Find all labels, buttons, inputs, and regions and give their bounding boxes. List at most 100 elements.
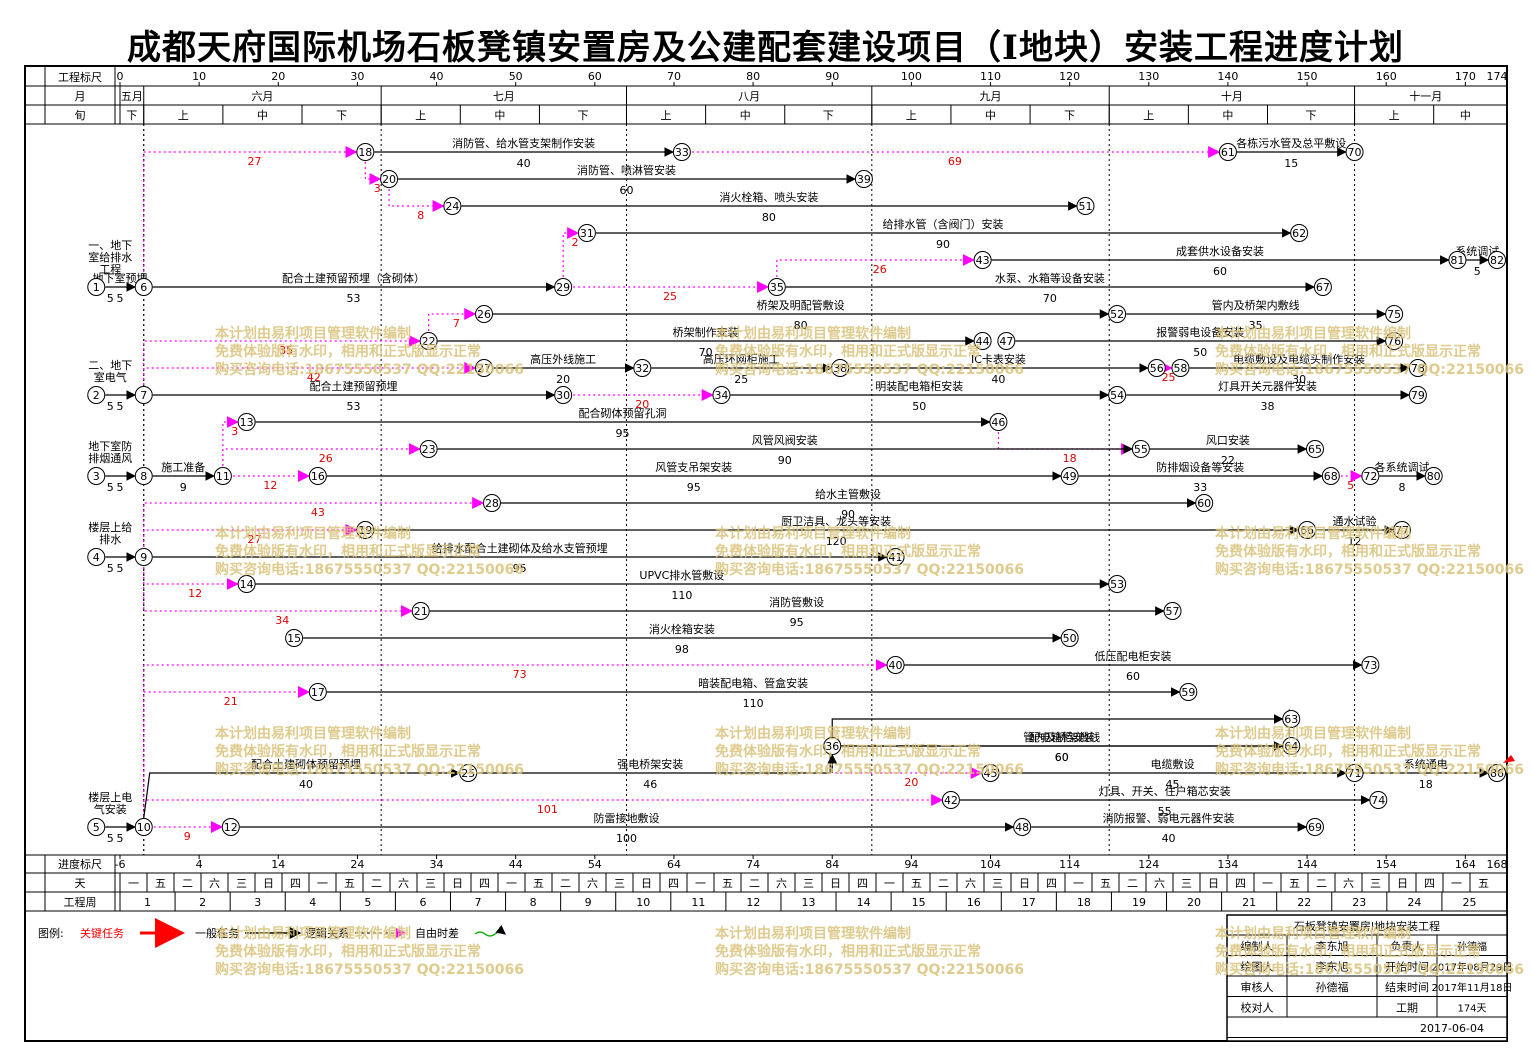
- month-name: 九月: [980, 90, 1002, 103]
- float-value: 21: [224, 695, 238, 708]
- day-cell: 二: [749, 877, 760, 890]
- float-value: 5: [1347, 479, 1354, 492]
- event-node: [554, 278, 573, 296]
- month-name: 五月: [121, 90, 143, 103]
- task-duration: 70: [1043, 292, 1057, 305]
- float-link: [364, 152, 382, 185]
- float-value: 69: [948, 155, 962, 168]
- event-node: [482, 494, 501, 512]
- float-value: 3: [374, 182, 381, 195]
- period-name: 中: [1460, 109, 1471, 122]
- task-duration: 90: [841, 508, 855, 521]
- task-duration: 8: [1399, 481, 1406, 494]
- task-name: 系统调试: [1455, 245, 1499, 258]
- group-label-line: 楼层上电: [88, 790, 132, 804]
- group-duration: 5: [107, 400, 114, 413]
- node-number: 8: [140, 470, 147, 483]
- event-node: [419, 440, 438, 458]
- node-number: 46: [991, 416, 1005, 429]
- day-cell: 三: [1181, 877, 1192, 890]
- task-duration: 40: [517, 157, 531, 170]
- group-label-line: 地下室防: [88, 439, 132, 453]
- event-node: [1108, 575, 1127, 593]
- progress-tick: 14: [271, 858, 285, 871]
- event-node: [134, 467, 153, 485]
- progress-tick: 114: [1059, 858, 1080, 871]
- node-number: 43: [976, 254, 990, 267]
- task-duration: 60: [1213, 265, 1227, 278]
- task-name: 防排烟设备等安装: [1156, 460, 1244, 474]
- end-flag: [1503, 755, 1515, 763]
- node-number: 50: [1063, 632, 1077, 645]
- task-name: 明装配电箱柜安装: [875, 379, 963, 393]
- day-cell: 四: [1046, 877, 1057, 890]
- event-node: [1385, 332, 1404, 350]
- day-cell: 一: [317, 877, 328, 890]
- task-duration: 95: [513, 562, 527, 575]
- task-name: 暗装配电箱、管盒安装: [698, 676, 808, 690]
- event-node: [1290, 224, 1309, 242]
- period-name: 下: [1306, 109, 1317, 122]
- event-node: [1321, 467, 1340, 485]
- node-number: 4: [93, 551, 100, 564]
- info-key: 工期: [1396, 1002, 1418, 1015]
- day-cell: 三: [425, 877, 436, 890]
- scale-tick: 20: [271, 70, 285, 83]
- period-name: 中: [257, 109, 268, 122]
- day-cell: 六: [965, 877, 976, 890]
- node-number: 20: [382, 173, 396, 186]
- event-node: [1305, 818, 1324, 836]
- logic-arrow: [143, 768, 461, 819]
- event-node: [87, 818, 106, 836]
- week-cell: 10: [636, 896, 650, 909]
- day-cell: 五: [911, 877, 922, 890]
- scale-tick: 50: [509, 70, 523, 83]
- group-label-line: 工程: [99, 263, 121, 276]
- float-link: [776, 254, 975, 287]
- week-cell: 15: [912, 896, 926, 909]
- scale-tick: 170: [1455, 70, 1476, 83]
- node-number: 18: [358, 146, 372, 159]
- week-cell: 25: [1462, 896, 1476, 909]
- float-value: 35: [279, 344, 293, 357]
- node-number: 76: [1387, 335, 1401, 348]
- period-name: 上: [906, 109, 917, 122]
- task-name: 风管风阀安装: [752, 433, 818, 447]
- week-cell: 1: [144, 896, 151, 909]
- event-node: [1298, 521, 1317, 539]
- event-node: [981, 764, 1000, 782]
- task-arrows: 地下室预埋5配合土建预留预埋（含砌体）53水泵、水箱等设备安装70消防管、给水管…: [93, 136, 1500, 845]
- task-duration: 98: [675, 643, 689, 656]
- task-duration: 5: [117, 562, 124, 575]
- event-node: [767, 278, 786, 296]
- day-cell: 六: [1154, 877, 1165, 890]
- event-node: [1361, 467, 1380, 485]
- node-number: 62: [1292, 227, 1306, 240]
- event-node: [854, 170, 873, 188]
- event-node: [1108, 305, 1127, 323]
- progress-tick: 104: [980, 858, 1001, 871]
- node-number: 72: [1363, 470, 1377, 483]
- task-duration: 12: [1348, 535, 1362, 548]
- event-node: [221, 818, 240, 836]
- day-cell: 二: [1127, 877, 1138, 890]
- event-node: [997, 332, 1016, 350]
- scale-tick: 100: [901, 70, 922, 83]
- task-duration: 110: [671, 589, 692, 602]
- progress-tick: 74: [746, 858, 760, 871]
- day-cell: 四: [857, 877, 868, 890]
- node-number: 81: [1450, 254, 1464, 267]
- period-name: 上: [178, 109, 189, 122]
- task-name: 配合砌体预留孔洞: [579, 406, 667, 420]
- period-name: 下: [577, 109, 588, 122]
- node-number: 21: [414, 605, 428, 618]
- period-label: 旬: [75, 109, 86, 122]
- task-name: 厨卫洁具、龙头等安装: [781, 514, 891, 528]
- node-number: 34: [714, 389, 728, 402]
- float-link: [143, 497, 485, 557]
- node-number: 79: [1411, 389, 1425, 402]
- grid-lines: [25, 65, 1507, 912]
- scale-tick: 120: [1059, 70, 1080, 83]
- scale-tick: 140: [1217, 70, 1238, 83]
- scale-end: 174: [1487, 70, 1508, 83]
